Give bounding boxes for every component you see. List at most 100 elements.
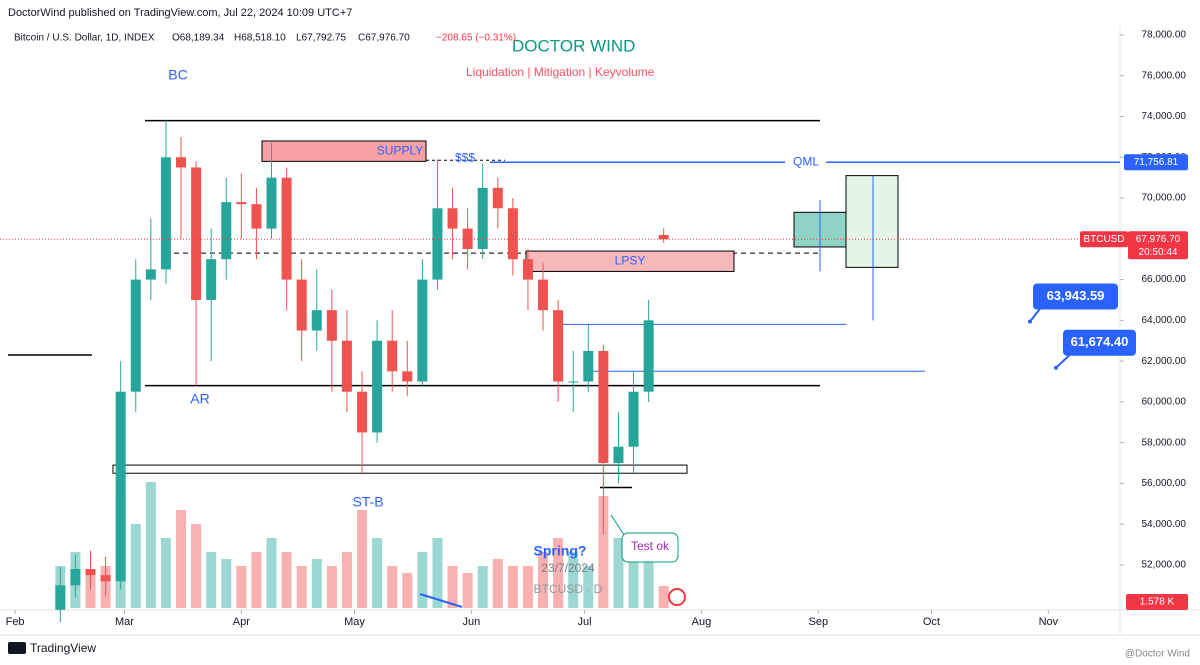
candle-body: [266, 177, 277, 229]
qml-price-box: [1124, 154, 1188, 171]
candle-body: [598, 350, 609, 464]
volume-bar: [296, 566, 307, 608]
candle-body: [417, 279, 428, 382]
countdown: 20:50:44: [1139, 247, 1178, 258]
volume-bar: [357, 510, 368, 608]
candle-body: [55, 585, 66, 610]
candle-body: [432, 208, 443, 280]
candle-body: [583, 350, 594, 382]
candle-body: [236, 202, 247, 205]
volume-bar: [341, 552, 352, 608]
y-tick-label: 62,000.00: [1142, 356, 1187, 367]
x-tick-label: Oct: [923, 616, 940, 628]
volume-bar: [191, 524, 202, 608]
watermark: BTCUSD · D: [534, 582, 603, 596]
logo: [8, 642, 26, 654]
annotation: AR: [190, 391, 209, 407]
candle-body: [145, 269, 156, 280]
x-tick-label: Jul: [577, 616, 591, 628]
volume-bar: [432, 538, 443, 608]
flag-icon: [668, 588, 686, 606]
candle-body: [296, 279, 307, 331]
x-tick-label: Nov: [1039, 616, 1059, 628]
volume-bar: [221, 559, 232, 608]
candle-body: [372, 340, 383, 433]
volume-bar: [583, 566, 594, 608]
y-tick-label: 60,000.00: [1142, 397, 1187, 408]
callout-label: 63,943.59: [1047, 288, 1105, 303]
banner: DoctorWind published on TradingView.com,…: [8, 7, 352, 19]
x-tick-label: May: [344, 616, 365, 628]
qml-price-label: 71,756.81: [1134, 157, 1179, 168]
volume-bar: [658, 585, 669, 608]
callout-box: [1033, 283, 1118, 310]
ohlc-value: H68,518.10: [234, 33, 286, 44]
y-tick-label: 58,000.00: [1142, 437, 1187, 448]
volume-bar: [160, 538, 171, 608]
candle-body: [613, 446, 624, 464]
subtitle: Liquidation | Mitigation | Keyvolume: [466, 65, 655, 79]
symbol-label: BTCUSD: [1083, 234, 1124, 245]
callout-box: [1063, 329, 1136, 356]
volume-bar: [402, 573, 413, 608]
y-tick-label: 66,000.00: [1142, 274, 1187, 285]
annotation: $$$: [455, 150, 475, 164]
candle-body: [70, 569, 81, 586]
candle-body: [462, 228, 473, 250]
y-tick-label: 70,000.00: [1142, 193, 1187, 204]
y-tick-label: 74,000.00: [1142, 111, 1187, 122]
volume-bar: [522, 566, 533, 608]
candle-body: [221, 202, 232, 260]
annotation: 23/7/2024: [541, 561, 595, 575]
candle-body: [357, 391, 368, 433]
candle-body: [100, 575, 111, 582]
y-tick-label: 52,000.00: [1142, 560, 1187, 571]
candle-body: [492, 187, 503, 209]
y-tick-label: 78,000.00: [1142, 30, 1187, 41]
callout-pointer: [1029, 306, 1042, 323]
candle-body: [115, 391, 126, 582]
callout-label: 61,674.40: [1071, 334, 1129, 349]
candle-body: [507, 208, 518, 260]
volume-bar: [311, 559, 322, 608]
candle-body: [281, 177, 292, 280]
footer-author: @Doctor Wind: [1125, 649, 1190, 660]
zone-box: [845, 175, 899, 268]
volume-box: [1126, 594, 1188, 610]
y-tick-label: 54,000.00: [1142, 519, 1187, 530]
volume-bar: [372, 538, 383, 608]
y-tick-label: 76,000.00: [1142, 70, 1187, 81]
volume-bar: [538, 552, 549, 608]
candle-body: [311, 310, 322, 331]
volume-bar: [326, 566, 337, 608]
candle-body: [191, 167, 202, 300]
volume-bar: [553, 538, 564, 608]
candle-body: [643, 320, 654, 392]
volume-value: 1.578 K: [1140, 597, 1175, 608]
volume-bar: [85, 573, 96, 608]
volume-bar: [417, 552, 428, 608]
volume-bar: [266, 538, 277, 608]
candle-body: [553, 310, 564, 382]
annotation: BC: [168, 67, 187, 83]
volume-bar: [176, 510, 187, 608]
price-box: [1128, 231, 1188, 260]
annotation: Spring?: [534, 543, 587, 559]
chart-title: DOCTOR WIND: [512, 36, 635, 55]
zone-label: SUPPLY: [377, 143, 423, 157]
volume-bar: [130, 524, 141, 608]
volume-bar: [643, 559, 654, 608]
ohlc-value: −208.65 (−0.31%): [436, 33, 516, 44]
candle-body: [477, 187, 488, 250]
candle-body: [658, 234, 669, 240]
volume-bar: [462, 573, 473, 608]
symbol-box: [1080, 231, 1128, 248]
candle-body: [326, 310, 337, 341]
annotation: ST-B: [352, 494, 383, 510]
ohlc-value: C67,976.70: [358, 33, 410, 44]
volume-bar: [447, 566, 458, 608]
x-tick-label: Sep: [809, 616, 829, 628]
volume-bar: [492, 559, 503, 608]
zone-label: LPSY: [615, 253, 646, 267]
candle-body: [176, 157, 187, 168]
